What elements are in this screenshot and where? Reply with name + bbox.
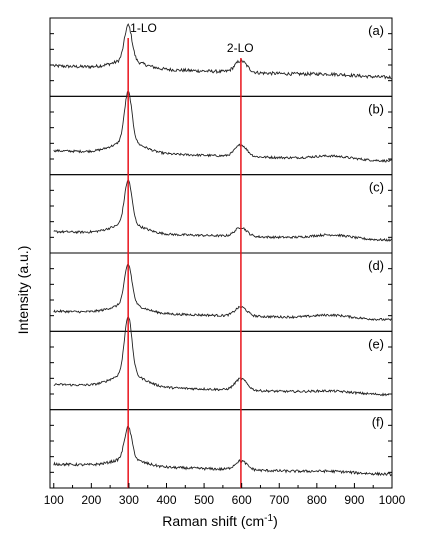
x-tick-label: 300 bbox=[119, 493, 139, 507]
reference-lines-layer: 1-LO 2-LO bbox=[127, 21, 254, 488]
x-tick-label: 400 bbox=[156, 493, 176, 507]
spectrum-trace-4 bbox=[53, 315, 393, 397]
x-tick-label: 800 bbox=[307, 493, 327, 507]
spectrum-trace-5 bbox=[53, 425, 393, 477]
x-tick-label: 1000 bbox=[379, 493, 406, 507]
panel-frame-2 bbox=[49, 174, 393, 254]
panel-label: (a) bbox=[368, 23, 384, 38]
reference-line-label: 2-LO bbox=[227, 41, 254, 55]
panel-label: (b) bbox=[368, 101, 384, 116]
y-axis-title: Intensity (a.u.) bbox=[15, 246, 31, 335]
x-axis-title-superscript: -1 bbox=[264, 513, 273, 524]
x-tick-label: 100 bbox=[44, 493, 64, 507]
x-tick-label: 900 bbox=[344, 493, 364, 507]
panel-frame-1 bbox=[49, 95, 393, 176]
spectrum-trace-0 bbox=[53, 23, 393, 80]
x-tick-label: 600 bbox=[232, 493, 252, 507]
panel-label: (d) bbox=[368, 258, 384, 273]
x-axis-title-main: Raman shift (cm bbox=[162, 513, 264, 529]
spectrum-trace-2 bbox=[53, 178, 393, 242]
traces-layer bbox=[53, 23, 393, 477]
panel-frame-3 bbox=[49, 252, 393, 332]
x-axis-title-end: ) bbox=[273, 513, 278, 529]
spectrum-trace-3 bbox=[53, 263, 393, 322]
panel-frame-0 bbox=[49, 17, 393, 97]
spectrum-trace-1 bbox=[53, 90, 392, 163]
reference-line-label: 1-LO bbox=[130, 21, 157, 35]
x-tick-label: 700 bbox=[269, 493, 289, 507]
panel-label: (f) bbox=[372, 415, 384, 430]
panel-label: (e) bbox=[368, 336, 384, 351]
x-tick-label: 200 bbox=[81, 493, 101, 507]
x-axis-title: Raman shift (cm-1) bbox=[162, 513, 278, 530]
panel-label: (c) bbox=[369, 180, 384, 195]
x-tick-label: 500 bbox=[194, 493, 214, 507]
panel-frame-5 bbox=[49, 409, 393, 489]
x-axis: 100 200 300 400 500 600 700 800 900 1000 bbox=[44, 483, 406, 507]
panel-frame-4 bbox=[49, 330, 393, 411]
panels-layer: (a) (b) (c) (d) (e) (f) bbox=[49, 17, 393, 489]
